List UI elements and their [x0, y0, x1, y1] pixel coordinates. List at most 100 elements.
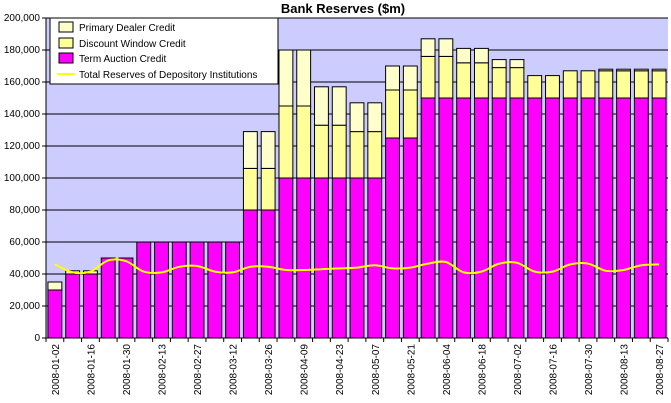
bar-discount-window-credit: [278, 105, 294, 179]
x-tick-label: 2008-02-27: [193, 344, 204, 396]
bar-discount-window-credit: [331, 124, 347, 179]
bar-discount-window-credit: [420, 55, 436, 99]
bar-primary-dealer-credit: [242, 131, 258, 169]
bar-primary-dealer-credit: [314, 86, 329, 126]
x-tick-label: 2008-01-02: [51, 344, 62, 396]
legend: Primary Dealer Credit Discount Window Cr…: [49, 17, 279, 85]
bar-primary-dealer-credit: [385, 65, 400, 91]
bar-term-auction-credit: [598, 97, 614, 339]
bar-discount-window-credit: [314, 124, 329, 179]
bar-discount-window-credit: [562, 70, 578, 99]
bar-term-auction-credit: [65, 273, 81, 339]
bar-term-auction-credit: [651, 97, 667, 339]
bar-term-auction-credit: [136, 241, 152, 339]
bar-term-auction-credit: [82, 273, 98, 339]
bar-term-auction-credit: [367, 177, 383, 339]
x-tick-label: 2008-08-13: [620, 344, 631, 396]
chart-title: Bank Reserves ($m): [281, 1, 405, 16]
bar-term-auction-credit: [314, 177, 329, 339]
bar-primary-dealer-credit: [260, 131, 276, 169]
legend-label-primary-dealer: Primary Dealer Credit: [79, 23, 175, 34]
bar-discount-window-credit: [598, 70, 614, 99]
bar-term-auction-credit: [438, 97, 454, 339]
bar-term-auction-credit: [473, 97, 489, 339]
bar-primary-dealer-credit: [491, 59, 507, 69]
bar-discount-window-credit: [367, 131, 383, 179]
bar-discount-window-credit: [402, 89, 418, 139]
legend-swatch-discount-window: [58, 37, 74, 49]
total-reserves-line: [54, 258, 660, 275]
y-tick-label: 200,000: [4, 13, 41, 24]
x-tick-label: 2008-03-12: [229, 344, 240, 396]
bar-discount-window-credit: [491, 67, 507, 99]
legend-label-discount-window: Discount Window Credit: [79, 39, 186, 50]
bar-term-auction-credit: [189, 241, 205, 339]
bar-discount-window-credit: [349, 131, 365, 179]
y-tick-label: 40,000: [9, 269, 40, 280]
bar-discount-window-credit: [580, 70, 596, 99]
bar-term-auction-credit: [242, 209, 258, 339]
x-tick-label: 2008-02-13: [158, 344, 169, 396]
bar-primary-dealer-credit: [331, 86, 347, 126]
bar-discount-window-credit: [473, 62, 489, 99]
y-tick-label: 20,000: [9, 301, 40, 312]
legend-box: [49, 17, 279, 85]
bar-discount-window-credit: [616, 70, 632, 99]
bar-discount-window-credit: [651, 70, 667, 99]
bar-primary-dealer-credit: [473, 47, 489, 64]
x-tick-label: 2008-01-16: [86, 344, 97, 396]
bar-discount-window-credit: [456, 62, 472, 99]
x-tick-label: 2008-08-27: [655, 344, 666, 396]
bar-term-auction-credit: [171, 241, 187, 339]
bar-primary-dealer-credit: [420, 38, 436, 57]
bar-discount-window-credit: [545, 75, 560, 99]
bar-term-auction-credit: [225, 241, 241, 339]
bar-term-auction-credit: [47, 289, 63, 339]
bar-term-auction-credit: [296, 177, 312, 339]
bar-discount-window-credit: [633, 70, 649, 99]
bar-primary-dealer-credit: [509, 59, 525, 69]
x-tick-label: 2008-06-04: [442, 344, 453, 396]
bar-primary-dealer-credit: [349, 102, 365, 133]
bar-term-auction-credit: [260, 209, 276, 339]
y-tick-label: 120,000: [4, 141, 41, 152]
bar-term-auction-credit: [154, 241, 169, 339]
bar-primary-dealer-credit: [456, 47, 472, 64]
y-tick-label: 100,000: [4, 173, 41, 184]
bar-term-auction-credit: [402, 137, 418, 339]
bar-term-auction-credit: [100, 257, 116, 339]
x-tick-label: 2008-07-30: [584, 344, 595, 396]
y-axis-ticks: 0 20,000 40,000 60,000 80,000 100,000 120,000 1…: [4, 13, 46, 344]
bar-term-auction-credit: [509, 97, 525, 339]
bar-term-auction-credit: [456, 97, 472, 339]
x-tick-label: 2008-04-23: [335, 344, 346, 396]
legend-swatch-primary-dealer: [58, 21, 74, 33]
bar-primary-dealer-credit: [616, 68, 632, 72]
bar-term-auction-credit: [580, 97, 596, 339]
bar-discount-window-credit: [385, 89, 400, 139]
bar-term-auction-credit: [527, 97, 543, 339]
bar-discount-window-credit: [527, 75, 543, 99]
bar-primary-dealer-credit: [402, 65, 418, 91]
bar-primary-dealer-credit: [651, 68, 667, 72]
bar-term-auction-credit: [545, 97, 560, 339]
legend-swatch-term-auction: [58, 52, 74, 64]
x-tick-label: 2008-07-02: [513, 344, 524, 396]
x-axis-ticks: 2008-01-02 2008-01-16 2008-01-30 2008-02-13…: [45, 338, 669, 396]
bar-discount-window-credit: [438, 55, 454, 99]
bar-term-auction-credit: [331, 177, 347, 339]
bar-term-auction-credit: [118, 257, 134, 339]
bar-primary-dealer-credit: [598, 68, 614, 72]
bar-discount-window-credit: [296, 105, 312, 179]
y-tick-label: 160,000: [4, 77, 41, 88]
x-tick-label: 2008-04-09: [300, 344, 311, 396]
bar-term-auction-credit: [349, 177, 365, 339]
bar-discount-window-credit: [242, 167, 258, 211]
bar-primary-dealer-credit: [367, 102, 383, 133]
x-tick-label: 2008-06-18: [477, 344, 488, 396]
bar-primary-dealer-credit: [633, 68, 649, 72]
bar-term-auction-credit: [491, 97, 507, 339]
bar-discount-window-credit: [260, 167, 276, 211]
bar-primary-dealer-credit: [278, 49, 294, 107]
